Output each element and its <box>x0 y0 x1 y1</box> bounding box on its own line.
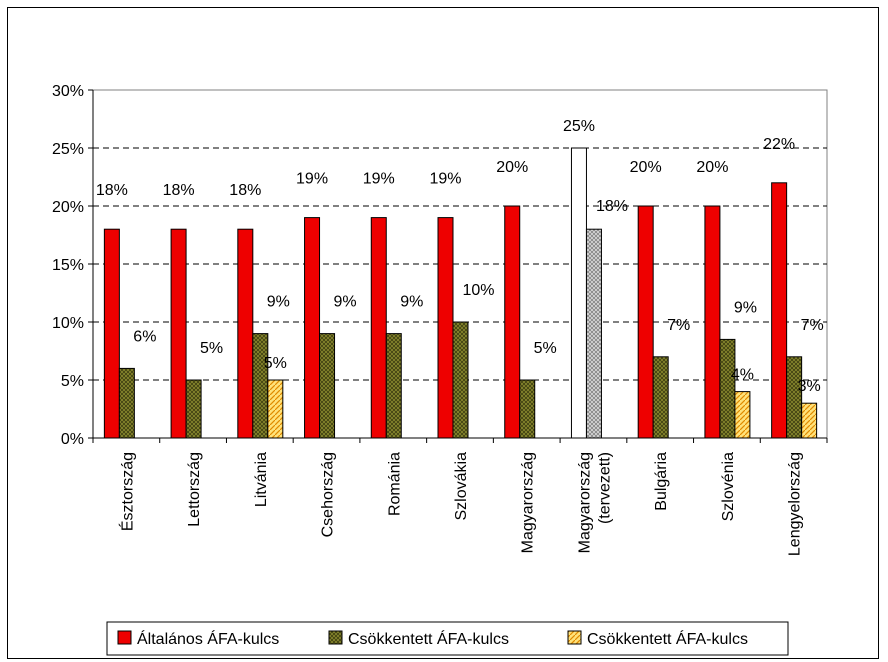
legend-swatch <box>328 630 343 645</box>
data-label: 18% <box>163 182 195 199</box>
bar <box>267 379 284 439</box>
data-label: 6% <box>133 328 156 345</box>
data-label: 9% <box>734 299 757 316</box>
legend-label: Csökkentett ÁFA-kulcs <box>348 629 509 648</box>
data-label: 5% <box>264 355 287 372</box>
data-label: 22% <box>763 136 795 153</box>
category-label: Magyarország <box>576 452 593 553</box>
bar <box>185 379 202 439</box>
data-label: 20% <box>696 159 728 176</box>
bar <box>319 333 336 439</box>
bar <box>719 338 736 439</box>
legend: Általános ÁFA-kulcs Csökkentett ÁFA-kulcs… <box>106 621 789 656</box>
y-tick-label: 30% <box>52 83 84 100</box>
bar-planned-general <box>570 147 587 439</box>
bar <box>504 205 521 439</box>
bar <box>786 356 803 439</box>
category-label: Magyarország <box>520 452 537 553</box>
bar <box>452 321 469 439</box>
data-label: 19% <box>429 171 461 188</box>
data-label: 7% <box>667 317 690 334</box>
bar <box>704 205 721 439</box>
data-label: 18% <box>229 182 261 199</box>
category-label: Bulgária <box>653 452 670 511</box>
category-label: (tervezett) <box>596 452 613 524</box>
plot-area: 0% 5% 10% 15% 20% 25% 30% 18% 18% 18% 19% 19% 19% 20%… <box>52 83 828 556</box>
bar-planned-reduced <box>585 228 602 439</box>
data-label: 20% <box>496 159 528 176</box>
bar <box>237 228 254 439</box>
category-label: Lengyelország <box>787 452 804 556</box>
bar <box>637 205 654 439</box>
data-label: 18% <box>96 182 128 199</box>
data-label: 20% <box>630 159 662 176</box>
bar <box>304 217 321 439</box>
data-label: 7% <box>801 317 824 334</box>
data-label: 3% <box>798 378 821 395</box>
y-tick-label: 25% <box>52 141 84 158</box>
bar <box>118 367 135 439</box>
bar <box>652 356 669 439</box>
data-label: 5% <box>200 340 223 357</box>
legend-swatch <box>117 630 132 645</box>
category-label: Lettország <box>186 452 203 527</box>
y-tick-label: 10% <box>52 315 84 332</box>
data-label: 5% <box>534 340 557 357</box>
category-label: Észtország <box>117 452 136 531</box>
data-label: 19% <box>363 171 395 188</box>
category-label: Szlovákia <box>453 452 470 521</box>
data-label: 9% <box>267 294 290 311</box>
data-label: 9% <box>400 294 423 311</box>
y-tick-label: 15% <box>52 257 84 274</box>
bar <box>103 228 120 439</box>
bar <box>801 402 818 439</box>
bar <box>437 217 454 439</box>
bar <box>771 182 788 439</box>
bar <box>519 379 536 439</box>
legend-label: Csökkentett ÁFA-kulcs <box>587 629 748 648</box>
category-label: Szlovénia <box>720 452 737 521</box>
data-label: 25% <box>563 118 595 135</box>
category-label: Csehország <box>320 452 337 537</box>
bar <box>252 333 269 439</box>
data-label: 10% <box>462 282 494 299</box>
y-tick-label: 5% <box>61 373 84 390</box>
bar <box>170 228 187 439</box>
bar <box>385 333 402 439</box>
bar <box>734 391 751 439</box>
y-tick-label: 20% <box>52 199 84 216</box>
data-label: 18% <box>596 198 628 215</box>
data-label: 9% <box>333 294 356 311</box>
data-label: 4% <box>731 367 754 384</box>
y-tick-label: 0% <box>61 431 84 448</box>
legend-swatch <box>567 630 582 645</box>
category-label: Litvánia <box>253 452 270 507</box>
category-label: Románia <box>386 452 403 516</box>
legend-label: Általános ÁFA-kulcs <box>137 629 279 648</box>
bar <box>370 217 387 439</box>
legend-box <box>106 621 789 656</box>
data-label: 19% <box>296 171 328 188</box>
